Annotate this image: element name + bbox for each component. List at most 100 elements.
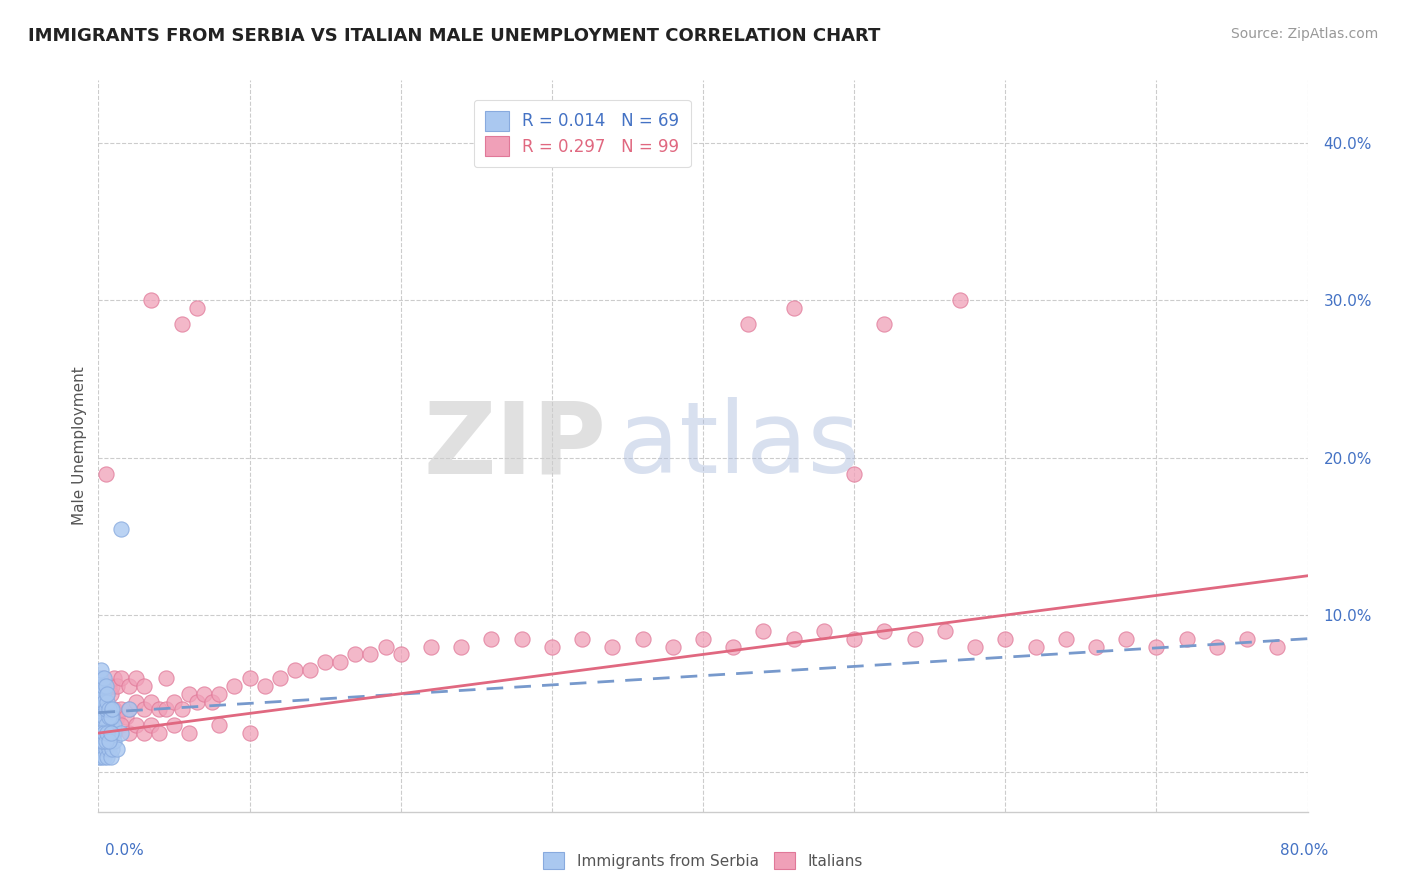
Point xyxy=(269,671,291,685)
Point xyxy=(253,679,276,693)
Point xyxy=(299,663,322,677)
Point xyxy=(96,695,118,709)
Point xyxy=(132,726,155,740)
Point xyxy=(105,679,128,693)
Point xyxy=(224,679,246,693)
Text: ZIP: ZIP xyxy=(423,398,606,494)
Point xyxy=(100,726,122,740)
Point xyxy=(98,710,121,724)
Point xyxy=(93,702,115,716)
Point xyxy=(94,702,117,716)
Point xyxy=(94,718,117,732)
Point xyxy=(93,749,115,764)
Point xyxy=(148,702,170,716)
Point xyxy=(155,702,177,716)
Point xyxy=(329,655,352,669)
Point xyxy=(752,624,775,638)
Point xyxy=(118,679,141,693)
Point xyxy=(571,632,593,646)
Point xyxy=(96,702,118,716)
Point xyxy=(155,671,177,685)
Point xyxy=(450,640,472,654)
Point xyxy=(934,624,956,638)
Point xyxy=(100,702,122,716)
Point xyxy=(170,317,193,331)
Point xyxy=(125,695,148,709)
Point xyxy=(844,467,866,481)
Point xyxy=(98,679,121,693)
Point xyxy=(101,741,124,756)
Text: Source: ZipAtlas.com: Source: ZipAtlas.com xyxy=(1230,27,1378,41)
Point xyxy=(96,687,118,701)
Legend: R = 0.014   N = 69, R = 0.297   N = 99: R = 0.014 N = 69, R = 0.297 N = 99 xyxy=(474,100,690,168)
Point xyxy=(186,695,208,709)
Point xyxy=(103,671,125,685)
Point xyxy=(141,695,163,709)
Point xyxy=(94,679,117,693)
Point xyxy=(89,671,111,685)
Point xyxy=(100,726,122,740)
Point xyxy=(89,749,111,764)
Point xyxy=(1085,640,1108,654)
Point xyxy=(510,632,533,646)
Point xyxy=(994,632,1017,646)
Point xyxy=(98,702,121,716)
Point xyxy=(94,718,117,732)
Point xyxy=(186,301,208,316)
Point xyxy=(844,632,866,646)
Point xyxy=(737,317,759,331)
Point xyxy=(89,702,111,716)
Point xyxy=(101,702,124,716)
Point xyxy=(94,710,117,724)
Point xyxy=(90,687,112,701)
Point xyxy=(284,663,307,677)
Point xyxy=(1024,640,1046,654)
Point xyxy=(163,718,186,732)
Point xyxy=(344,648,367,662)
Point xyxy=(96,726,118,740)
Point xyxy=(125,671,148,685)
Point xyxy=(420,640,443,654)
Point xyxy=(813,624,835,638)
Point xyxy=(90,749,112,764)
Text: 0.0%: 0.0% xyxy=(105,843,145,858)
Point xyxy=(94,734,117,748)
Point xyxy=(360,648,382,662)
Point xyxy=(481,632,503,646)
Point xyxy=(692,632,714,646)
Point xyxy=(314,655,336,669)
Point xyxy=(374,640,396,654)
Point xyxy=(783,301,806,316)
Point xyxy=(179,687,201,701)
Point xyxy=(90,734,112,748)
Point xyxy=(96,702,118,716)
Point xyxy=(98,710,121,724)
Point xyxy=(93,710,115,724)
Point xyxy=(91,687,114,701)
Point xyxy=(602,640,624,654)
Point xyxy=(965,640,987,654)
Point xyxy=(118,726,141,740)
Point xyxy=(93,687,115,701)
Point xyxy=(949,293,972,308)
Point xyxy=(98,734,121,748)
Y-axis label: Male Unemployment: Male Unemployment xyxy=(72,367,87,525)
Point xyxy=(239,726,262,740)
Point xyxy=(1236,632,1258,646)
Point xyxy=(89,687,111,701)
Point xyxy=(193,687,215,701)
Point xyxy=(91,695,114,709)
Point xyxy=(163,695,186,709)
Point xyxy=(873,624,896,638)
Text: 80.0%: 80.0% xyxy=(1281,843,1329,858)
Point xyxy=(89,679,111,693)
Point xyxy=(98,726,121,740)
Point xyxy=(100,710,122,724)
Point xyxy=(100,687,122,701)
Point xyxy=(118,702,141,716)
Point xyxy=(100,749,122,764)
Point xyxy=(90,726,112,740)
Point xyxy=(110,671,132,685)
Point xyxy=(91,702,114,716)
Point xyxy=(125,718,148,732)
